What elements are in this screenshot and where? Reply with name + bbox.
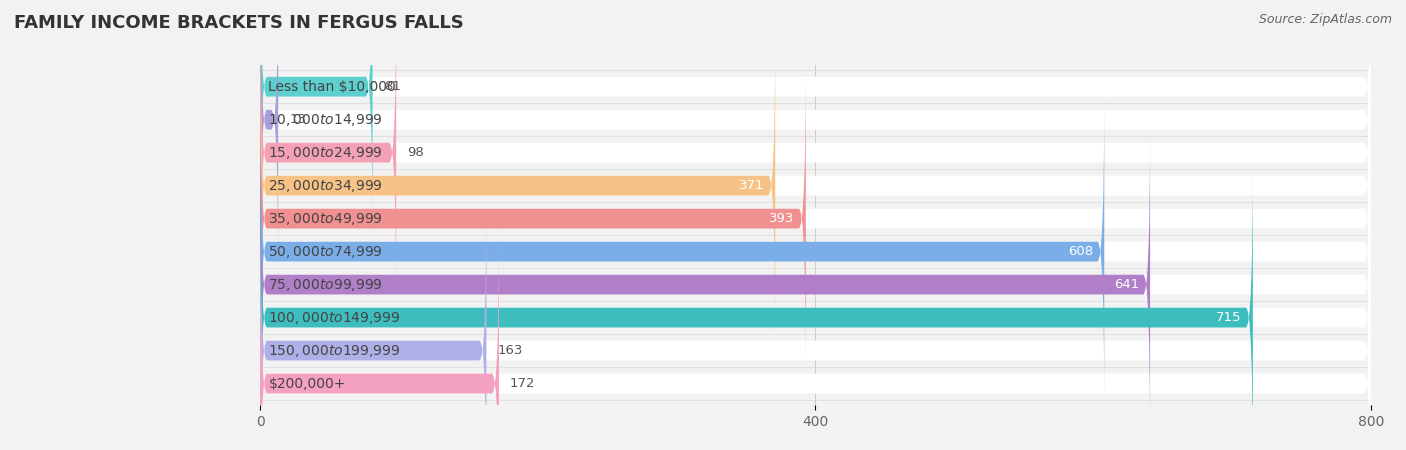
Text: Source: ZipAtlas.com: Source: ZipAtlas.com (1258, 14, 1392, 27)
FancyBboxPatch shape (260, 0, 1371, 308)
Text: FAMILY INCOME BRACKETS IN FERGUS FALLS: FAMILY INCOME BRACKETS IN FERGUS FALLS (14, 14, 464, 32)
Text: 641: 641 (1114, 278, 1139, 291)
Text: 715: 715 (1216, 311, 1241, 324)
Text: $35,000 to $49,999: $35,000 to $49,999 (269, 211, 384, 227)
FancyBboxPatch shape (260, 63, 1371, 373)
Text: $75,000 to $99,999: $75,000 to $99,999 (269, 277, 384, 292)
FancyBboxPatch shape (260, 31, 1371, 341)
FancyBboxPatch shape (260, 0, 278, 274)
Text: 81: 81 (384, 80, 401, 93)
FancyBboxPatch shape (260, 130, 1371, 440)
Text: 172: 172 (510, 377, 536, 390)
Text: $15,000 to $24,999: $15,000 to $24,999 (269, 144, 384, 161)
FancyBboxPatch shape (260, 229, 499, 450)
Text: $200,000+: $200,000+ (269, 377, 346, 391)
FancyBboxPatch shape (260, 97, 1104, 407)
FancyBboxPatch shape (260, 0, 373, 242)
Text: 608: 608 (1069, 245, 1094, 258)
FancyBboxPatch shape (260, 63, 806, 373)
Text: $150,000 to $199,999: $150,000 to $199,999 (269, 342, 401, 359)
FancyBboxPatch shape (260, 229, 1371, 450)
FancyBboxPatch shape (260, 162, 1253, 450)
FancyBboxPatch shape (260, 0, 1371, 242)
FancyBboxPatch shape (260, 97, 1371, 407)
FancyBboxPatch shape (260, 130, 1150, 440)
Text: 371: 371 (738, 179, 763, 192)
Text: Less than $10,000: Less than $10,000 (269, 80, 396, 94)
FancyBboxPatch shape (260, 0, 1371, 274)
FancyBboxPatch shape (260, 31, 775, 341)
Text: $25,000 to $34,999: $25,000 to $34,999 (269, 178, 384, 194)
FancyBboxPatch shape (260, 196, 486, 450)
Text: 13: 13 (290, 113, 307, 126)
FancyBboxPatch shape (260, 0, 396, 308)
Text: $50,000 to $74,999: $50,000 to $74,999 (269, 243, 384, 260)
Text: 393: 393 (769, 212, 794, 225)
Text: 98: 98 (408, 146, 425, 159)
Text: $10,000 to $14,999: $10,000 to $14,999 (269, 112, 384, 128)
Text: $100,000 to $149,999: $100,000 to $149,999 (269, 310, 401, 326)
FancyBboxPatch shape (260, 162, 1371, 450)
Text: 163: 163 (498, 344, 523, 357)
FancyBboxPatch shape (260, 196, 1371, 450)
